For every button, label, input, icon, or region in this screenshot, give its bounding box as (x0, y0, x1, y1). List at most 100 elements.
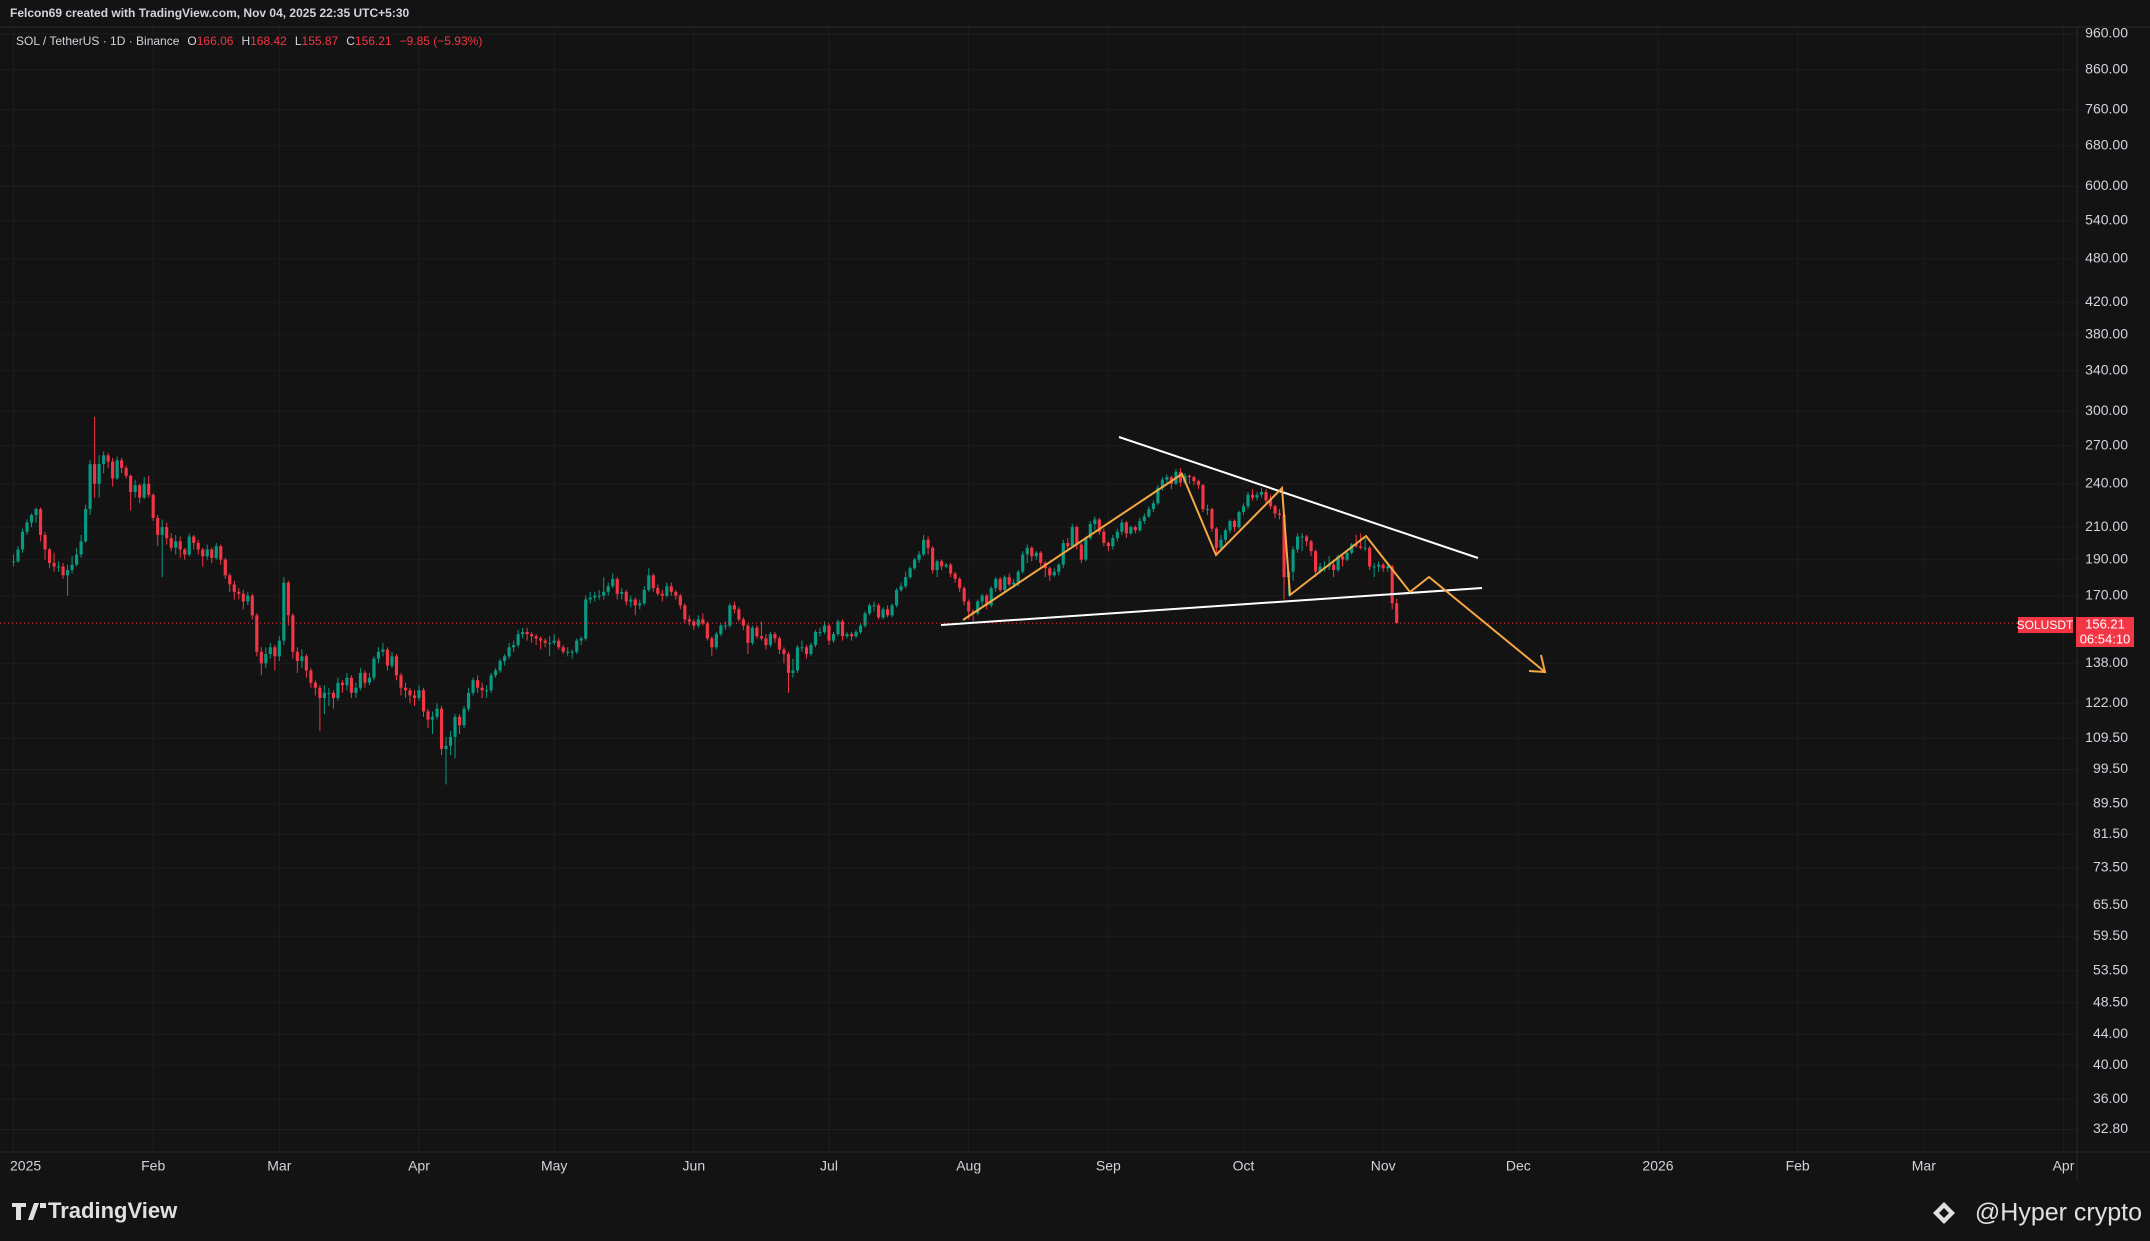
candle-body (998, 578, 1002, 590)
candle-body (421, 690, 426, 712)
candle-body (88, 464, 92, 510)
candle-body (38, 509, 43, 535)
candle-body (399, 675, 403, 688)
candle-body (570, 651, 574, 653)
candle-body (367, 677, 372, 683)
candle-body (268, 647, 272, 655)
candle-body (394, 656, 399, 676)
candle-body (593, 595, 597, 598)
candle-body (1241, 506, 1246, 513)
candle-body (809, 645, 813, 655)
ohlc-letter: O (187, 34, 196, 48)
candle-body (683, 605, 687, 620)
x-tick-label: May (541, 1158, 567, 1174)
candle-body (1237, 512, 1241, 528)
candle-body (701, 619, 705, 624)
candle-body (210, 549, 214, 558)
symbol: SOL / TetherUS · 1D · Binance (16, 34, 180, 48)
y-tick-label: 600.00 (2085, 177, 2128, 193)
candle-body (611, 578, 615, 587)
brand-logo: TradingView (12, 1198, 178, 1223)
candle-body (665, 586, 669, 596)
candle-body (620, 591, 624, 594)
candle-body (264, 654, 268, 664)
candle-body (1300, 536, 1304, 538)
candle-body (232, 584, 236, 592)
candle-body (498, 660, 502, 671)
candle-body (1115, 531, 1119, 539)
x-tick-label: Apr (408, 1158, 430, 1174)
candle-body (1201, 485, 1205, 510)
candle-body (804, 647, 809, 655)
candle-body (1151, 503, 1155, 510)
candle-body (1057, 564, 1061, 572)
candle-body (1088, 524, 1092, 539)
candle-body (1178, 471, 1182, 483)
candle-body (1012, 582, 1016, 585)
candle-body (1079, 544, 1083, 560)
candle-body (75, 554, 79, 565)
candle-body (354, 687, 358, 693)
candle-body (1268, 500, 1273, 507)
candle-body (61, 566, 65, 576)
candle-body (29, 514, 34, 523)
candle-body (403, 687, 408, 691)
candle-body (944, 564, 948, 567)
candle-body (52, 563, 56, 567)
candle-body (192, 536, 196, 543)
candle-body (1291, 549, 1295, 572)
candle-body (1219, 539, 1223, 548)
candle-body (1345, 552, 1349, 560)
candle-body (282, 582, 286, 641)
candle-body (597, 595, 601, 597)
change: −9.85 (−5.93%) (400, 34, 483, 48)
candle-body (426, 711, 430, 720)
candle-body (935, 561, 939, 570)
candle-body (687, 619, 691, 622)
x-tick-label: 2026 (1642, 1158, 1673, 1174)
x-tick-label: Feb (1786, 1158, 1810, 1174)
low-value: 155.87 (302, 34, 339, 48)
candle-body (1250, 494, 1255, 498)
candle-body (1034, 552, 1038, 557)
candle-body (471, 680, 475, 693)
candle-body (1223, 530, 1228, 540)
candle-body (1160, 479, 1164, 488)
y-tick-label: 44.00 (2093, 1025, 2128, 1041)
candle-body (340, 682, 344, 686)
candle-body (1205, 509, 1210, 511)
candle-body (494, 670, 498, 676)
candle-body (205, 549, 209, 557)
candle-body (223, 559, 227, 576)
drawings (940, 436, 1547, 674)
candle-body (940, 561, 944, 567)
candle-body (746, 625, 750, 643)
candle-body (102, 455, 106, 465)
candle-body (34, 509, 38, 515)
candle-body (327, 692, 331, 694)
y-tick-label: 480.00 (2085, 250, 2128, 266)
x-tick-label: Aug (956, 1158, 981, 1174)
candle-body (408, 690, 412, 696)
candle-body (710, 638, 714, 648)
candle-body (723, 625, 727, 627)
candle-body (358, 672, 363, 688)
candle-body (412, 695, 417, 699)
candle-body (237, 591, 241, 594)
candle-body (813, 631, 818, 646)
candle-body (548, 642, 552, 644)
candle-body (899, 586, 903, 590)
candle-body (363, 672, 367, 683)
y-tick-label: 32.80 (2093, 1120, 2128, 1136)
candle-body (881, 609, 885, 618)
candle-body (1007, 577, 1011, 585)
candle-body (908, 568, 912, 578)
candle-body (430, 716, 435, 720)
candle-body (755, 627, 759, 637)
candle-body (818, 631, 822, 633)
candle-body (953, 573, 957, 579)
candles (0, 416, 2077, 785)
candle-body (642, 589, 646, 604)
ohlc-letter: L (295, 34, 302, 48)
